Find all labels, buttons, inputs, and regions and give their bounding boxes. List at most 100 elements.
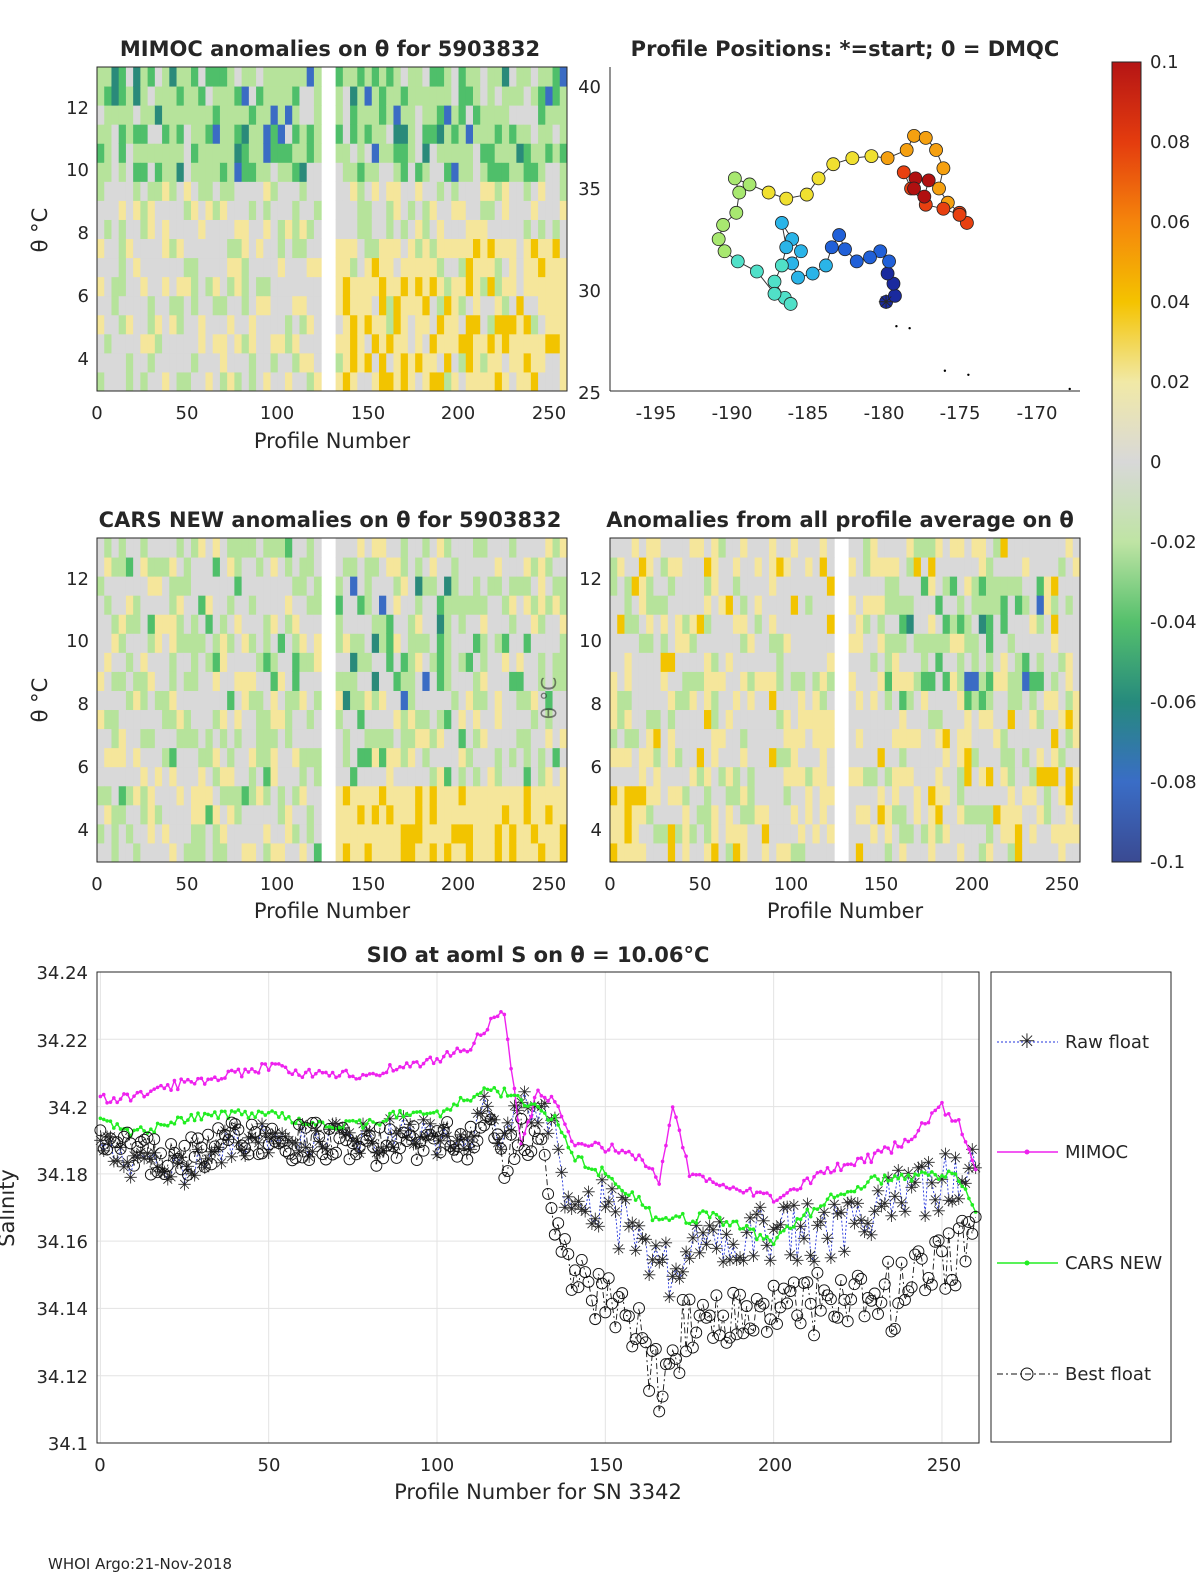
series-point	[141, 1131, 154, 1144]
heatmap-cell	[1043, 671, 1052, 691]
heatmap-cell	[125, 295, 134, 316]
heatmap-cell	[696, 785, 705, 806]
heatmap-cell	[451, 614, 460, 634]
heatmap-cell	[769, 671, 777, 691]
heatmap-cell	[371, 371, 380, 392]
heatmap-cell	[1022, 576, 1030, 596]
heatmap-cell	[444, 333, 452, 354]
heatmap-cell	[682, 576, 691, 596]
series-point: ✳	[645, 1251, 659, 1271]
heatmap-cell	[1065, 671, 1074, 691]
cars-ytick: 10	[66, 631, 89, 652]
series-point	[728, 1223, 732, 1228]
series-point	[162, 1086, 167, 1091]
heatmap-cell	[306, 652, 315, 672]
heatmap-cell	[234, 766, 243, 787]
cars-xtick: 150	[351, 874, 385, 895]
heatmap-cell	[162, 671, 170, 691]
heatmap-cell	[285, 371, 293, 392]
series-point	[674, 1214, 678, 1218]
heatmap-cell	[111, 633, 120, 653]
heatmap-cell	[444, 181, 452, 201]
heatmap-cell	[379, 124, 387, 144]
heatmap-cell	[935, 823, 944, 844]
series-point: ✳	[622, 1217, 636, 1237]
series-point	[842, 1163, 847, 1167]
heatmap-cell	[219, 804, 228, 825]
series-point	[953, 1172, 958, 1176]
colorbar-tick: -0.02	[1150, 532, 1197, 553]
heatmap-cell	[400, 614, 409, 634]
heatmap-cell	[899, 614, 907, 634]
series-point	[721, 1182, 725, 1187]
heatmap-cell	[436, 314, 445, 335]
average-y-ticks: 12 10 8 6 4	[579, 569, 602, 841]
heatmap-cell	[964, 728, 973, 749]
heatmap-cell	[884, 538, 893, 558]
heatmap-cell	[545, 124, 554, 144]
series-point	[659, 1358, 672, 1371]
series-point	[142, 1094, 146, 1099]
series-point	[415, 1110, 419, 1114]
heatmap-cell	[465, 747, 474, 768]
cars-ylabel: θ °C	[28, 678, 52, 723]
heatmap-cell	[480, 314, 488, 335]
series-point	[266, 1110, 271, 1115]
heatmap-cell	[646, 785, 654, 806]
series-point	[323, 1123, 336, 1135]
heatmap-cell	[667, 766, 676, 787]
heatmap-cell	[892, 671, 900, 691]
heatmap-cell	[747, 690, 756, 711]
series-point	[636, 1332, 649, 1345]
heatmap-cell	[306, 747, 315, 768]
series-point	[179, 1115, 183, 1120]
series-point	[717, 1215, 722, 1220]
heatmap-cell	[379, 333, 387, 354]
heatmap-cell	[335, 595, 344, 615]
heatmap-cell	[1000, 728, 1009, 749]
heatmap-cell	[949, 557, 958, 577]
heatmap-cell	[480, 143, 488, 163]
heatmap-cell	[1058, 671, 1067, 691]
heatmap-cell	[285, 333, 293, 354]
heatmap-cell	[191, 823, 199, 844]
heatmap-cell	[306, 709, 315, 730]
heatmap-cell	[1036, 842, 1045, 863]
heatmap-cell	[444, 595, 452, 615]
heatmap-cell	[118, 652, 127, 672]
heatmap-cell	[400, 595, 409, 615]
series-point	[489, 1016, 493, 1021]
heatmap-cell	[357, 162, 366, 182]
heatmap-cell	[422, 804, 431, 825]
heatmap-cell	[299, 314, 308, 335]
heatmap-cell	[993, 766, 1001, 787]
heatmap-cell	[552, 105, 561, 125]
heatmap-cell	[357, 747, 366, 768]
position-marker	[832, 228, 847, 242]
heatmap-cell	[1022, 633, 1030, 653]
series-point: ✳	[830, 1205, 844, 1225]
heatmap-cell	[1000, 804, 1009, 825]
average-x-ticks: 0 50 100 150 200 250	[604, 874, 1079, 895]
heatmap-cell	[610, 842, 618, 863]
heatmap-cell	[920, 690, 929, 711]
heatmap-cell	[205, 842, 214, 863]
heatmap-cell	[465, 352, 474, 373]
heatmap-cell	[241, 595, 250, 615]
heatmap-cell	[306, 576, 315, 596]
heatmap-cell	[971, 633, 980, 653]
heatmap-cell	[870, 804, 879, 825]
heatmap-cell	[480, 105, 488, 125]
heatmap-cell	[848, 671, 857, 691]
series-point	[505, 1037, 510, 1042]
heatmap-cell	[313, 105, 322, 125]
series-point	[559, 1114, 564, 1119]
series-point	[885, 1325, 898, 1338]
heatmap-cell	[819, 614, 828, 634]
heatmap-cell	[444, 124, 452, 144]
heatmap-cell	[1065, 595, 1074, 615]
heatmap-cell	[162, 766, 170, 787]
series-point	[903, 1137, 907, 1142]
heatmap-cell	[241, 333, 250, 354]
heatmap-cell	[711, 785, 719, 806]
